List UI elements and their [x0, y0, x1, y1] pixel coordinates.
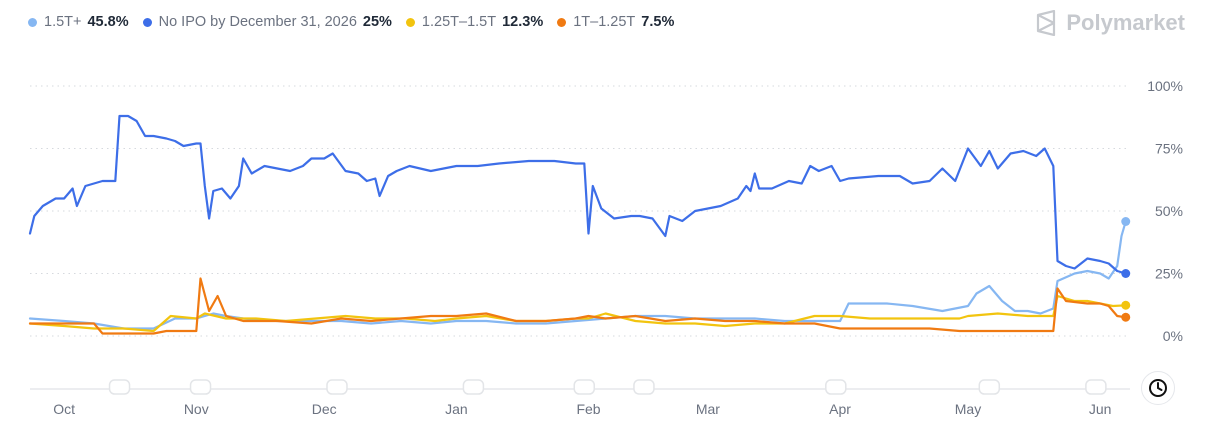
x-tick-label: Feb — [576, 401, 600, 417]
timeline-marker — [108, 379, 131, 395]
series-endpoint — [1121, 300, 1131, 310]
legend-dot — [28, 17, 37, 27]
legend-item-1t-1-25t[interactable]: 1T–1.25T 7.5% — [557, 14, 674, 30]
clock-icon — [1149, 379, 1167, 397]
legend: 1.5T+ 45.8% No IPO by December 31, 2026 … — [28, 14, 688, 30]
y-tick-label: 75% — [1155, 141, 1183, 157]
series-endpoint — [1121, 312, 1131, 322]
x-tick-label: Oct — [53, 401, 75, 417]
y-tick-label: 0% — [1163, 328, 1183, 344]
legend-value: 45.8% — [87, 14, 129, 30]
polymarket-logo-icon — [1037, 10, 1056, 36]
legend-label: 1T–1.25T — [573, 14, 636, 30]
time-range-button[interactable] — [1141, 371, 1175, 405]
legend-value: 12.3% — [502, 14, 544, 30]
x-tick-label: Nov — [184, 401, 209, 417]
series-endpoint — [1121, 269, 1131, 278]
timeline-marker — [978, 379, 1001, 395]
legend-item-1-25t-1-5t[interactable]: 1.25T–1.5T 12.3% — [405, 14, 544, 30]
series-endpoint — [1121, 217, 1131, 226]
timeline-marker — [326, 379, 348, 395]
legend-value: 25% — [362, 14, 392, 30]
x-tick-label: Apr — [829, 401, 851, 417]
timeline-marker — [573, 379, 596, 395]
x-tick-label: Jan — [445, 401, 468, 417]
x-tick-label: Dec — [312, 401, 337, 417]
timeline-marker — [633, 379, 655, 395]
legend-dot — [142, 17, 152, 27]
y-tick-label: 50% — [1155, 203, 1183, 219]
series-line — [28, 294, 1127, 333]
timeline-marker — [189, 379, 212, 395]
x-tick-label: Mar — [696, 401, 720, 417]
x-tick-label: May — [955, 401, 981, 417]
series-line — [28, 220, 1127, 330]
series-line — [28, 277, 1127, 335]
legend-label: No IPO by December 31, 2026 — [158, 14, 357, 30]
timeline-marker — [1085, 379, 1107, 395]
x-tick-label: Jun — [1089, 401, 1112, 417]
legend-label: 1.25T–1.5T — [421, 14, 497, 30]
brand-name: Polymarket — [1066, 10, 1185, 35]
legend-dot — [557, 17, 567, 27]
legend-item-1-5t-plus[interactable]: 1.5T+ 45.8% — [28, 14, 129, 30]
polymarket-logo: Polymarket — [1035, 10, 1185, 36]
legend-dot — [405, 17, 415, 27]
y-tick-label: 100% — [1147, 78, 1183, 94]
legend-value: 7.5% — [641, 14, 675, 30]
y-tick-label: 25% — [1155, 266, 1183, 282]
timeline-marker — [825, 379, 847, 395]
legend-item-no-ipo[interactable]: No IPO by December 31, 2026 25% — [142, 14, 392, 30]
series-line — [28, 114, 1127, 275]
legend-label: 1.5T+ — [44, 14, 82, 30]
timeline-marker — [462, 379, 485, 395]
